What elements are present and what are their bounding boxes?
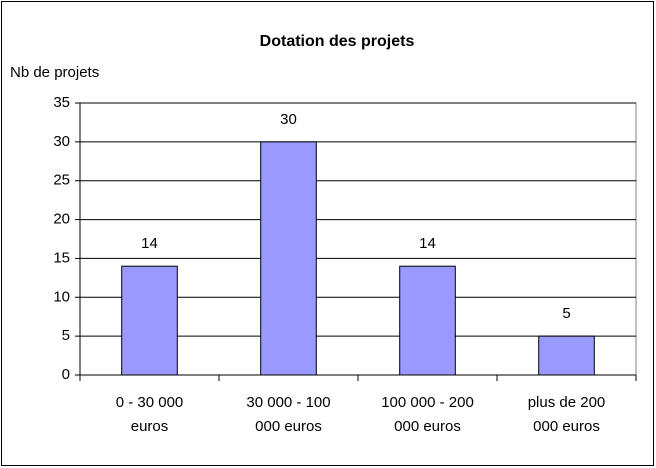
y-tick-label: 5 [62,327,70,344]
chart-title: Dotation des projets [260,33,415,50]
y-tick-label: 0 [62,366,70,383]
data-label: 14 [141,235,158,252]
x-tick-label: 0 - 30 000 euros [115,394,184,435]
y-axis-label: Nb de projets [10,64,99,81]
x-tick-label: 100 000 - 200 000 euros [381,394,474,435]
bar [260,141,317,376]
bar [538,335,595,376]
data-label: 30 [280,111,297,128]
bar [121,265,178,376]
data-label: 5 [562,305,570,322]
x-tick-label: plus de 200 000 euros [527,394,606,435]
y-tick-label: 10 [53,288,70,305]
data-label: 14 [419,235,436,252]
y-tick-label: 35 [53,94,70,111]
y-tick-label: 15 [53,249,70,266]
y-tick-label: 25 [53,172,70,189]
y-tick-label: 30 [53,133,70,150]
x-tick-label: 30 000 - 100 000 euros [246,394,331,435]
bar [399,265,456,376]
y-tick-label: 20 [53,211,70,228]
